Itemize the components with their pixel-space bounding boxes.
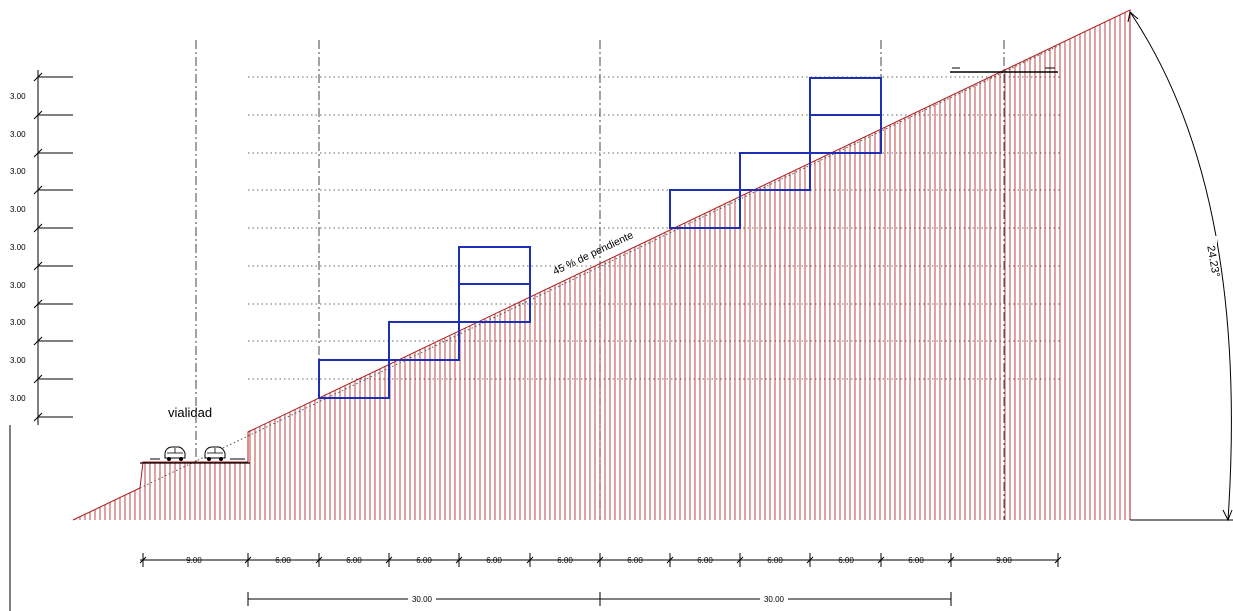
dimension-tick-slash	[666, 556, 674, 564]
level-height-label: 3.00	[10, 318, 26, 327]
level-tick-slash	[33, 110, 43, 120]
label-mask	[1203, 236, 1217, 288]
dimension-label: 6.00	[275, 556, 291, 565]
dimension-label: 6.00	[486, 556, 502, 565]
dimension-tick-slash	[596, 556, 604, 564]
dimension-tick-slash	[806, 556, 814, 564]
terrain-profile-line	[72, 9, 1131, 521]
dimension-ticks	[139, 553, 1062, 567]
top-platform	[950, 67, 1058, 73]
angle-arc	[1129, 11, 1232, 521]
total-dimension-label: 30.00	[764, 595, 785, 604]
level-tick-slash	[33, 412, 43, 422]
level-height-label: 3.00	[10, 92, 26, 101]
unit-box	[458, 283, 531, 323]
level-tick-slash	[33, 261, 43, 271]
level-height-label: 3.00	[10, 281, 26, 290]
level-tick-slash	[33, 374, 43, 384]
dimension-tick-slash	[244, 556, 252, 564]
building-units	[318, 77, 882, 399]
dimension-tick-slash	[1054, 556, 1062, 564]
dimension-tick-slash	[947, 556, 955, 564]
dimension-label: 9.00	[186, 556, 202, 565]
dimension-label: 6.00	[838, 556, 854, 565]
dimension-label: 6.00	[346, 556, 362, 565]
level-guide-lines	[248, 76, 1060, 380]
angle-label: 24.23°	[1204, 245, 1221, 279]
level-dimension-chain: 3.00 3.00 3.00 3.00 3.00 3.00 3.00 3.00 …	[10, 70, 73, 425]
arrow-head	[1222, 509, 1233, 522]
dimension-label: 6.00	[557, 556, 573, 565]
dimension-tick-slash	[877, 556, 885, 564]
label-mask	[760, 594, 788, 604]
total-dimension-label: 30.00	[412, 595, 433, 604]
dimension-tick-slash	[315, 556, 323, 564]
unit-box	[318, 359, 390, 399]
level-tick-slash	[33, 72, 43, 82]
level-tick-slash	[33, 336, 43, 346]
dimension-label: 9.00	[996, 556, 1012, 565]
level-ticks	[33, 72, 73, 422]
level-height-label: 3.00	[10, 243, 26, 252]
level-tick-slash	[33, 185, 43, 195]
level-height-label: 3.00	[10, 130, 26, 139]
dimension-label: 6.00	[697, 556, 713, 565]
unit-box	[458, 246, 531, 285]
street	[140, 446, 250, 464]
angle-dimension: 24.23°	[1127, 11, 1233, 522]
dimension-label: 6.00	[908, 556, 924, 565]
level-height-label: 3.00	[10, 394, 26, 403]
level-tick-slash	[33, 299, 43, 309]
level-height-label: 3.00	[10, 356, 26, 365]
horizontal-dimension-chain: 9.00 6.00 6.00 6.00 6.00 6.00 6.00 6.00 …	[139, 553, 1062, 567]
dimension-tick-slash	[385, 556, 393, 564]
car-icon	[204, 446, 226, 461]
label-mask	[408, 594, 436, 604]
arrow-head	[1127, 11, 1139, 23]
terrain-hatch	[72, 9, 1131, 521]
dimension-tick-slash	[455, 556, 463, 564]
unit-box	[739, 152, 811, 191]
dimension-label: 6.00	[627, 556, 643, 565]
street-label: vialidad	[168, 405, 212, 420]
dimension-tick-slash	[526, 556, 534, 564]
level-height-label: 3.00	[10, 205, 26, 214]
level-tick-slash	[33, 148, 43, 158]
unit-box	[388, 321, 460, 361]
car-icon	[164, 446, 186, 461]
dimension-tick-slash	[736, 556, 744, 564]
dimension-label: 6.00	[416, 556, 432, 565]
unit-box	[669, 189, 741, 229]
dimension-tick-slash	[139, 556, 147, 564]
level-tick-slash	[33, 223, 43, 233]
unit-box	[809, 77, 882, 116]
slope-label: 45 % de pendiente	[551, 229, 635, 278]
level-height-label: 3.00	[10, 167, 26, 176]
total-dimension-chain: 30.00 30.00	[247, 592, 952, 606]
dimension-label: 6.00	[767, 556, 783, 565]
